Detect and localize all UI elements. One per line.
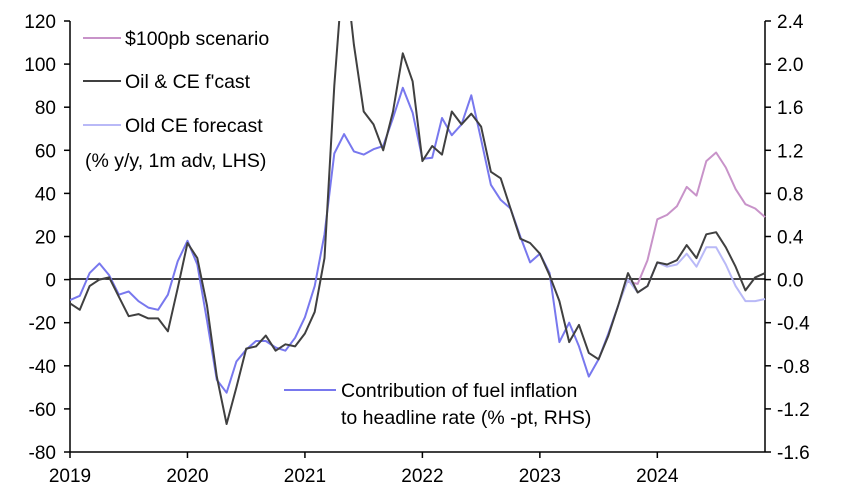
left-tick-label: 60 (35, 141, 56, 162)
x-axis: 2019 2020 2021 2022 2023 2024 (49, 451, 765, 487)
legend-light-label: Old CE forecast (125, 115, 263, 137)
left-tick-label: 0 (45, 271, 56, 292)
left-tick-label: -20 (29, 314, 56, 335)
right-tick-label: 0.4 (777, 228, 804, 249)
left-tick-label: -60 (29, 400, 56, 421)
right-tick-label: 1.6 (777, 98, 803, 119)
x-tick-label: 2024 (636, 466, 679, 487)
legend-note: (% y/y, 1m adv, LHS) (85, 150, 266, 172)
left-tick-label: 40 (35, 184, 56, 205)
legend-pink-label: $100pb scenario (125, 28, 269, 50)
left-tick-label: -80 (29, 443, 56, 464)
left-axis: 120 100 80 60 40 20 0 -20 -40 -60 -80 (24, 12, 71, 464)
series-lines (70, 21, 766, 425)
right-tick-label: -0.8 (777, 357, 810, 378)
left-tick-label: 80 (35, 98, 56, 119)
series-line-oil-ce-f-cast (70, 21, 766, 425)
series-line--100pb-scenario (627, 151, 766, 285)
right-tick-label: 2.4 (777, 12, 804, 33)
right-tick-label: 0.8 (777, 184, 803, 205)
x-tick-label: 2021 (284, 466, 326, 487)
right-tick-label: -1.6 (777, 443, 810, 464)
right-tick-label: 2.0 (777, 55, 803, 76)
right-axis: 2.4 2.0 1.6 1.2 0.8 0.4 0.0 -0.4 -0.8 -1.2 -1.6 (764, 12, 810, 464)
x-tick-label: 2022 (401, 466, 443, 487)
legend-black-label: Oil & CE f'cast (125, 71, 251, 93)
left-tick-label: 120 (24, 12, 56, 33)
x-tick-label: 2020 (166, 466, 208, 487)
legend: $100pb scenario Oil & CE f'cast Old CE f… (83, 28, 591, 429)
left-tick-label: 20 (35, 228, 56, 249)
right-tick-label: 0.0 (777, 271, 803, 292)
series-line-contribution-of-fuel-inflation-to-headline-rate (70, 86, 620, 394)
legend-blue-label-1: Contribution of fuel inflation (341, 380, 577, 402)
legend-blue-label-2: to headline rate (% -pt, RHS) (341, 407, 591, 429)
left-tick-label: -40 (29, 357, 56, 378)
right-tick-label: -1.2 (777, 400, 810, 421)
x-tick-label: 2019 (49, 466, 91, 487)
right-tick-label: -0.4 (777, 314, 810, 335)
right-tick-label: 1.2 (777, 141, 803, 162)
left-tick-label: 100 (24, 55, 56, 76)
x-tick-label: 2023 (519, 466, 561, 487)
